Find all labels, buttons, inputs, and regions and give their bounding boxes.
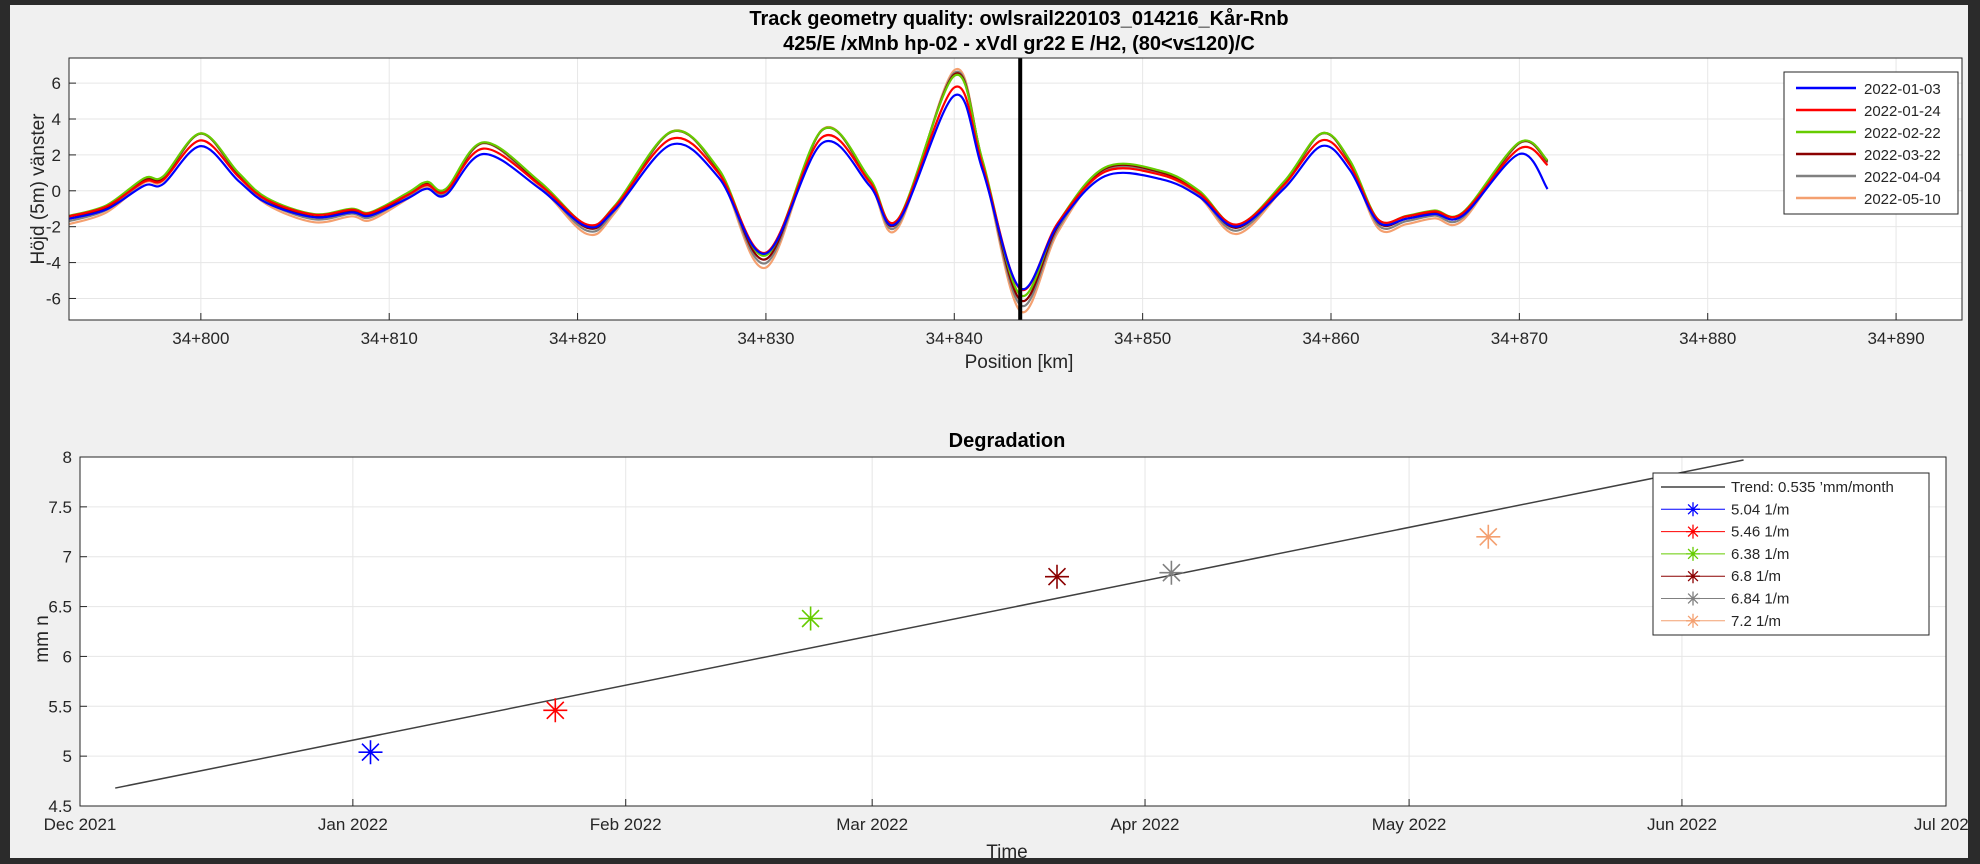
track-geometry-chart: Track geometry quality: owlsrail220103_0… (28, 7, 1963, 373)
legend-entry-label: 2022-04-04 (1864, 169, 1941, 186)
series-lines (68, 67, 1549, 314)
legend: 2022-01-03 2022-01-24 2022-02-22 2022-03-22… (1783, 71, 1959, 215)
y-tick-label: 0 (52, 182, 61, 201)
legend-box (1783, 71, 1959, 215)
x-tick-label: Jul 2022 (1914, 815, 1968, 834)
y-tick-label: -4 (46, 254, 61, 273)
legend-entry-label: 5.46 1/m (1731, 524, 1789, 541)
y-tick-label: 7 (63, 548, 72, 567)
plot-area (69, 58, 1962, 320)
x-tick-label: Jan 2022 (318, 815, 388, 834)
degradation-chart: Degradation Dec 2021 Jan 2022 Feb 2022 Mar … (32, 430, 1968, 858)
y-tick-label: 8 (63, 448, 72, 467)
plot-frame (68, 57, 1963, 321)
x-tick-label: May 2022 (1372, 815, 1447, 834)
x-tick-label: 34+870 (1491, 329, 1548, 348)
legend-entry-label: 5.04 1/m (1731, 501, 1789, 518)
legend-entry-label: 6.8 1/m (1731, 568, 1781, 585)
y-tick-label: 5 (63, 747, 72, 766)
y-tick-label: 6 (63, 647, 72, 666)
y-tick-label: -2 (46, 218, 61, 237)
legend-entry-label: 2022-01-03 (1864, 81, 1941, 98)
x-axis-label: Position [km] (965, 352, 1074, 373)
data-point-2022-03-22 (1045, 564, 1069, 589)
data-points (358, 524, 1501, 765)
x-tick-label: 34+810 (361, 329, 418, 348)
plot-area (80, 457, 1946, 806)
x-tick-label: 34+890 (1867, 329, 1924, 348)
x-tick-label: Mar 2022 (836, 815, 908, 834)
x-tick-label: Feb 2022 (590, 815, 662, 834)
data-point-2022-01-24 (543, 698, 568, 723)
legend-entry-label: 6.38 1/m (1731, 546, 1789, 563)
series-line-2022-01-03 (68, 93, 1549, 291)
legend-entry-label: 2022-05-10 (1864, 191, 1941, 208)
legend-marker (1686, 546, 1700, 561)
legend-entry-label: 2022-02-22 (1864, 125, 1941, 142)
chart-title: Track geometry quality: owlsrail220103_0… (749, 7, 1288, 30)
chart-title: Degradation (949, 430, 1066, 452)
legend-entry-label: 2022-01-24 (1864, 103, 1941, 120)
x-tick-label: 34+860 (1302, 329, 1359, 348)
plot-frame (79, 456, 1947, 807)
x-tick-label: 34+850 (1114, 329, 1171, 348)
x-axis-label: Time (986, 842, 1028, 858)
data-point-2022-05-10 (1476, 524, 1501, 549)
x-tick-label: 34+840 (926, 329, 983, 348)
y-tick-label: -6 (46, 289, 61, 308)
data-point-2022-01-03 (358, 740, 383, 765)
legend-marker (1686, 613, 1700, 628)
series-line-2022-01-24 (68, 85, 1549, 292)
data-point-2022-04-04 (1159, 560, 1184, 585)
x-tick-label: 34+830 (737, 329, 794, 348)
figure-canvas: Track geometry quality: owlsrail220103_0… (28, 7, 1968, 858)
legend-entry-label: 6.84 1/m (1731, 591, 1789, 608)
chart-subtitle: 425/E /xMnb hp-02 - xVdl gr22 E /H2, (80… (783, 33, 1255, 55)
x-tick-label: 34+820 (549, 329, 606, 348)
legend-entry-label: Trend: 0.535 ’mm/month (1731, 479, 1894, 496)
y-tick-label: 4 (52, 110, 61, 129)
legend: Trend: 0.535 ’mm/month 5.04 1/m 5.46 1/m 6.… (1652, 472, 1930, 636)
x-tick-label: Apr 2022 (1111, 815, 1180, 834)
figure-window: Track geometry quality: owlsrail220103_0… (10, 5, 1968, 858)
x-tick-label: Dec 2021 (44, 815, 117, 834)
y-tick-label: 5.5 (48, 697, 72, 716)
legend-marker (1686, 524, 1700, 539)
legend-entry-label: 2022-03-22 (1864, 147, 1941, 164)
x-tick-label: 34+800 (172, 329, 229, 348)
y-tick-label: 6.5 (48, 598, 72, 617)
x-tick-label: Jun 2022 (1647, 815, 1717, 834)
y-tick-label: 7.5 (48, 498, 72, 517)
y-axis-label: mm n (32, 615, 53, 663)
y-tick-label: 6 (52, 74, 61, 93)
y-tick-label: 4.5 (48, 797, 72, 816)
legend-marker (1686, 502, 1700, 517)
trend-line (115, 459, 1744, 789)
y-tick-label: 2 (52, 146, 61, 165)
y-axis-label: Höjd (5m) vänster (28, 113, 49, 265)
x-tick-label: 34+880 (1679, 329, 1736, 348)
legend-entry-label: 7.2 1/m (1731, 613, 1781, 630)
legend-marker (1686, 591, 1700, 606)
data-point-2022-02-22 (798, 606, 823, 631)
legend-marker (1686, 569, 1700, 584)
